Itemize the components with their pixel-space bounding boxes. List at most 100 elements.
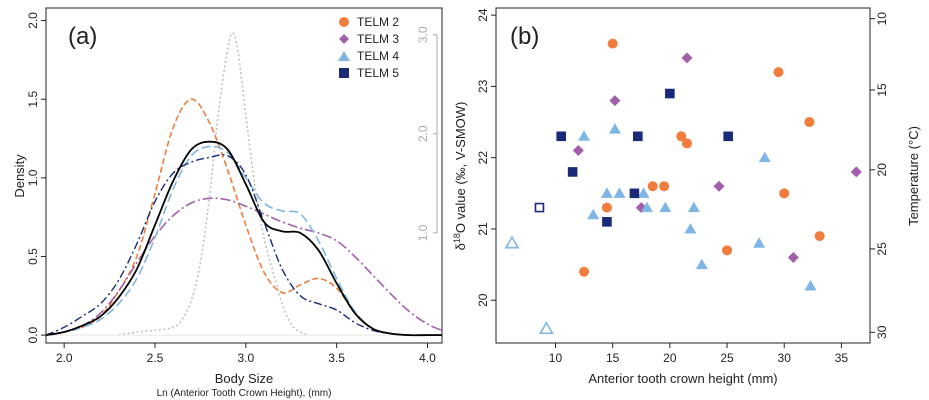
panel-b-right-axis-label: Temperature (°C): [906, 126, 921, 226]
point-telm5: [633, 131, 643, 142]
y-tick-label: 21: [476, 222, 490, 236]
x-tick-label: 2.0: [56, 351, 73, 365]
y-tick-label: 24: [476, 8, 490, 22]
point-telm2: [804, 117, 815, 128]
point-telm2: [779, 188, 790, 199]
point-telm4: [640, 201, 653, 213]
density-curve-telm3: [45, 197, 443, 336]
point-telm3: [713, 180, 725, 192]
point-telm4: [600, 187, 613, 198]
x-tick-label: 4.0: [419, 351, 436, 365]
point-telm4-open: [538, 321, 554, 335]
point-telm4: [637, 187, 650, 198]
point-telm5-open: [534, 202, 545, 213]
point-telm3: [609, 95, 621, 107]
gray-axis-tick-label: 3.0: [416, 26, 430, 43]
panel-b-x-ticks: 10 15 20 25 30 35: [549, 343, 849, 365]
x-tick-label: 35: [835, 351, 849, 365]
panel-b-scatter-plot: 10 15 20 25 30 35 20 21 22 23 24 10 15 20 25 30 (b) A…: [452, 7, 921, 386]
point-telm5: [556, 131, 566, 142]
panel-a-x-axis-sublabel: Ln (Anterior Tooth Crown Height), (mm): [157, 388, 332, 399]
point-telm5: [665, 88, 675, 99]
y-tick-label: 22: [476, 151, 490, 165]
legend-triangle-marker: [338, 51, 350, 61]
y-label-delta: δ: [453, 243, 468, 250]
panel-b-plot-frame: [495, 7, 871, 344]
point-telm5: [723, 131, 733, 142]
point-telm4: [608, 123, 621, 134]
legend-entry-telm3: TELM 3: [339, 32, 399, 46]
right-axis-tick-label: 30: [875, 325, 889, 339]
x-tick-label: 3.0: [237, 351, 254, 365]
reference-density-curve: [118, 32, 310, 336]
point-telm4: [687, 201, 700, 213]
panel-b-y-ticks: 20 21 22 23 24: [476, 8, 496, 307]
panel-b-right-axis-ticks: 10 15 20 25 30: [870, 12, 889, 339]
point-telm3: [681, 52, 693, 64]
point-telm2: [601, 202, 612, 213]
point-telm5: [602, 217, 612, 227]
x-tick-label: 20: [663, 351, 677, 365]
point-telm5: [567, 167, 578, 177]
y-tick-label: 20: [476, 293, 490, 307]
legend: TELM 2 TELM 3 TELM 4 TELM 5: [338, 15, 399, 80]
y-label-rest: O value (‰, V-SMOW): [453, 102, 468, 233]
x-tick-label: 15: [606, 351, 620, 365]
x-tick-label: 3.5: [328, 351, 345, 365]
panel-b-y-axis-label: δ18O value (‰, V-SMOW): [452, 102, 468, 251]
x-tick-label: 2.5: [147, 351, 164, 365]
point-telm2: [659, 181, 670, 192]
point-telm2: [579, 266, 590, 277]
point-telm2: [676, 131, 687, 142]
point-telm2: [722, 245, 733, 256]
panel-a-x-axis-label: Body Size: [215, 371, 274, 386]
point-telm4: [659, 201, 672, 213]
point-telm3: [787, 251, 799, 263]
legend-label-telm3: TELM 3: [357, 32, 399, 46]
reference-density-curve-group: [118, 32, 310, 336]
point-telm4: [578, 130, 591, 141]
y-tick-label: 1.5: [26, 91, 40, 108]
point-telm5: [629, 188, 640, 199]
point-telm2: [647, 181, 658, 192]
y-label-superscript: 18: [452, 233, 462, 243]
point-telm4: [587, 208, 600, 220]
legend-label-telm5: TELM 5: [357, 66, 399, 80]
panel-a-x-ticks: 2.0 2.5 3.0 3.5 4.0: [56, 343, 436, 365]
legend-label-telm4: TELM 4: [357, 49, 399, 63]
scatter-points-group: [504, 38, 862, 335]
y-tick-label: 1.0: [26, 169, 40, 186]
legend-entry-telm2: TELM 2: [339, 15, 399, 29]
point-telm4: [753, 237, 766, 248]
point-telm4: [613, 187, 626, 198]
point-telm4: [804, 279, 817, 291]
panel-a-plot-frame: [45, 7, 443, 344]
legend-entry-telm4: TELM 4: [338, 49, 399, 63]
x-tick-label: 25: [720, 351, 734, 365]
panel-b-label: (b): [510, 23, 539, 50]
y-tick-label: 0.5: [26, 248, 40, 265]
point-telm2: [773, 67, 784, 78]
right-axis-tick-label: 25: [875, 242, 889, 256]
panel-a-y-axis-label: Density: [12, 154, 27, 198]
point-telm4: [758, 151, 771, 163]
legend-diamond-marker: [339, 34, 349, 44]
x-tick-label: 30: [778, 351, 792, 365]
right-axis-tick-label: 15: [875, 83, 889, 97]
point-telm2: [607, 38, 618, 49]
point-telm4-open: [504, 235, 520, 249]
density-curve-telm4: [45, 145, 443, 337]
legend-circle-marker: [339, 17, 349, 27]
y-tick-label: 23: [476, 79, 490, 93]
x-tick-label: 10: [549, 351, 563, 365]
legend-entry-telm5: TELM 5: [339, 66, 399, 80]
point-telm3: [572, 145, 584, 157]
y-tick-label: 0.0: [26, 326, 40, 343]
point-telm2: [682, 138, 693, 149]
point-telm4: [684, 222, 697, 234]
panel-b-x-axis-label: Anterior tooth crown height (mm): [588, 371, 777, 386]
density-curve-telm2: [45, 98, 443, 337]
panel-a-density-plot: 2.0 2.5 3.0 3.5 4.0 0.0 0.5 1.0 1.5 2.0 1.0 2.0 3.…: [12, 7, 443, 399]
right-axis-tick-label: 20: [875, 163, 889, 177]
